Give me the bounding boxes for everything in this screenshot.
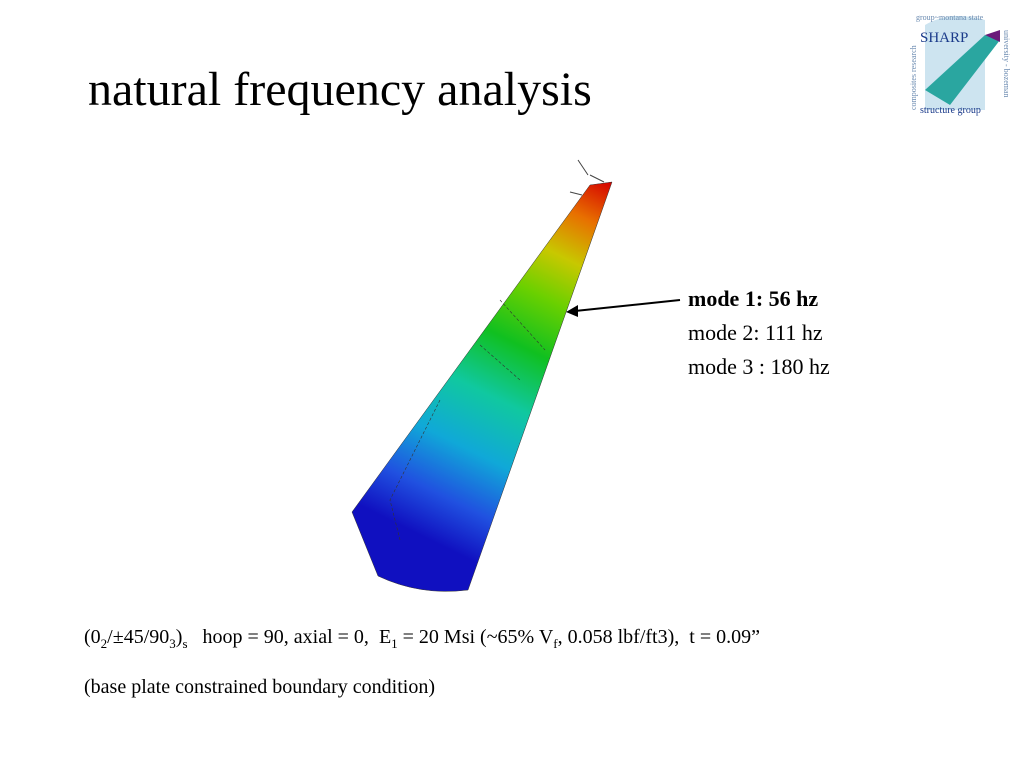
arrow	[574, 299, 681, 312]
subscript: s	[182, 636, 188, 651]
mode-list: mode 1: 56 hz mode 2: 111 hz mode 3 : 180 …	[688, 282, 830, 384]
subscript: 3	[169, 636, 176, 651]
text-run: (0	[84, 626, 101, 648]
mesh-lines	[389, 299, 546, 541]
axis-triad	[569, 159, 605, 196]
logo-group: structure group	[920, 105, 981, 116]
text-run: , 0.058 lbf/ft3), t = 0.09”	[557, 626, 760, 648]
mode: mode 1: 56 hz	[688, 286, 819, 311]
text-run: hoop = 90, axial = 0,	[187, 626, 379, 648]
subscript: 1	[391, 636, 398, 651]
laminate-spec: (02/±45/903)s hoop = 90, axial = 0, E1 =…	[84, 626, 760, 652]
logo-top: group~montana state	[916, 13, 984, 22]
mode: mode 3 : 180 hz	[688, 354, 830, 379]
subscript: 2	[100, 636, 108, 651]
text-run: /±45/90	[107, 626, 170, 648]
note: (base plate constrained boundary conditi…	[84, 676, 435, 698]
text-run: = 20 Msi (~65% V	[397, 626, 554, 648]
text-run: E	[378, 626, 392, 648]
text-run: )	[175, 626, 183, 648]
mode: mode 2: 111 hz	[688, 320, 823, 345]
title: natural frequency analysis	[88, 63, 592, 116]
logo-right: university - bozeman	[1002, 30, 1011, 98]
fea-model	[351, 181, 613, 592]
logo-name: SHARP	[920, 30, 968, 46]
logo-left: composites research	[909, 45, 918, 110]
subscript: f	[553, 636, 558, 651]
arrow-head	[566, 305, 578, 317]
logo: SHARP structure group group~montana stat…	[909, 13, 1011, 116]
